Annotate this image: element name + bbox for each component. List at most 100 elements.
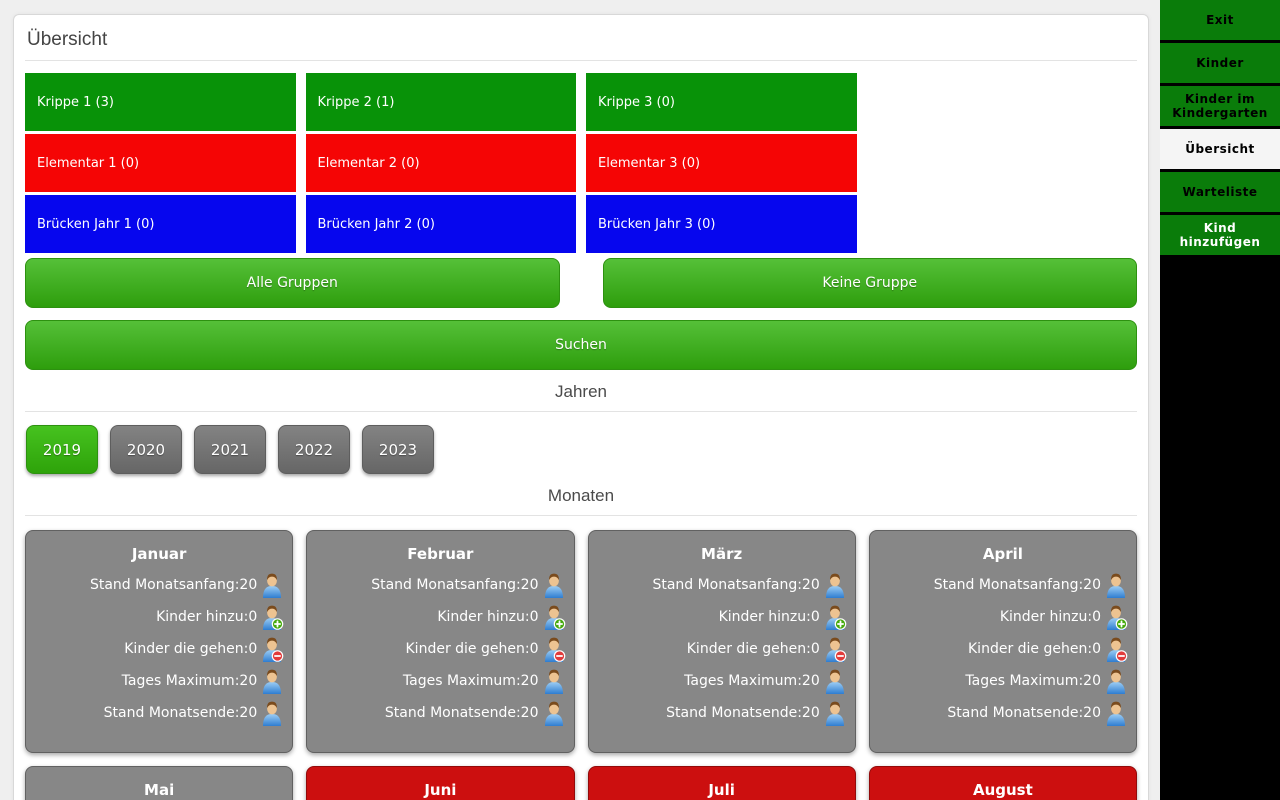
stat-row-kinder-hinzu: Kinder hinzu: 0 xyxy=(26,601,292,633)
sidebar-item-kinder[interactable]: Kinder xyxy=(1160,43,1280,83)
years-heading: Jahren xyxy=(555,382,607,401)
stat-row-kinder-hinzu: Kinder hinzu: 0 xyxy=(870,601,1136,633)
years-divider xyxy=(25,411,1137,412)
stat-value: 20 xyxy=(1083,673,1101,689)
stat-row-kinder-die-gehen: Kinder die gehen: 0 xyxy=(26,633,292,665)
month-title: Mai xyxy=(144,781,175,799)
stat-value: 20 xyxy=(801,673,820,689)
stat-row-stand-monatsende: Stand Monatsende: 20 xyxy=(870,697,1136,729)
stat-row-tages-maximum: Tages Maximum: 20 xyxy=(870,665,1136,697)
stat-label: Tages Maximum: xyxy=(402,673,521,689)
months-divider xyxy=(25,515,1137,516)
stat-label: Stand Monatsanfang: xyxy=(933,577,1084,593)
stat-row-stand-monatsanfang: Stand Monatsanfang: 20 xyxy=(307,569,573,601)
stat-label: Kinder hinzu: xyxy=(156,609,249,625)
stat-value: 0 xyxy=(810,641,820,657)
title-divider xyxy=(25,60,1137,61)
group-button-elementar-3-0[interactable]: Elementar 3 (0) xyxy=(586,134,857,192)
month-card-august[interactable]: August xyxy=(868,766,1137,800)
person-icon xyxy=(260,572,284,598)
month-card-marz[interactable]: März Stand Monatsanfang: 20 Kinder hinzu: 0 K… xyxy=(587,530,856,753)
month-title: Februar xyxy=(407,545,474,563)
month-title: Januar xyxy=(131,545,187,563)
months-heading: Monaten xyxy=(547,486,615,505)
stat-row-kinder-hinzu: Kinder hinzu: 0 xyxy=(307,601,573,633)
person-icon xyxy=(260,700,284,726)
month-title: August xyxy=(972,781,1033,799)
stat-row-stand-monatsanfang: Stand Monatsanfang: 20 xyxy=(26,569,292,601)
stat-label: Stand Monatsende: xyxy=(666,705,802,721)
stat-value: 0 xyxy=(529,641,539,657)
group-button-elementar-1-0[interactable]: Elementar 1 (0) xyxy=(25,134,296,192)
person-icon xyxy=(1104,668,1128,694)
stat-label: Stand Monatsanfang: xyxy=(89,577,240,593)
person-icon xyxy=(823,700,847,726)
stat-row-kinder-die-gehen: Kinder die gehen: 0 xyxy=(589,633,855,665)
person-icon xyxy=(542,572,566,598)
sidebar-item-kind-hinzufugen[interactable]: Kind hinzufügen xyxy=(1160,215,1280,255)
month-card-juni[interactable]: Juni xyxy=(306,766,575,800)
stat-row-kinder-die-gehen: Kinder die gehen: 0 xyxy=(307,633,573,665)
stat-value: 0 xyxy=(248,609,258,625)
month-card-februar[interactable]: Februar Stand Monatsanfang: 20 Kinder hinzu… xyxy=(306,530,575,753)
grid-spacer xyxy=(867,134,1138,192)
stat-label: Tages Maximum: xyxy=(684,673,802,689)
grid-spacer xyxy=(867,195,1138,253)
stat-label: Stand Monatsanfang: xyxy=(371,577,521,593)
stat-label: Stand Monatsende: xyxy=(947,705,1084,721)
group-button-brucken-jahr-3-0[interactable]: Brücken Jahr 3 (0) xyxy=(586,195,857,253)
sidebar-item-ubersicht[interactable]: Übersicht xyxy=(1160,129,1280,169)
person-add-icon xyxy=(260,604,284,630)
person-icon xyxy=(260,668,284,694)
stat-value: 20 xyxy=(1083,577,1101,593)
stat-row-stand-monatsanfang: Stand Monatsanfang: 20 xyxy=(589,569,855,601)
page-title: Übersicht xyxy=(27,29,108,50)
stat-label: Kinder die gehen: xyxy=(686,641,811,657)
person-add-icon xyxy=(823,604,847,630)
sidebar-item-exit[interactable]: Exit xyxy=(1160,0,1280,40)
month-card-juli[interactable]: Juli xyxy=(587,766,856,800)
stat-label: Kinder die gehen: xyxy=(124,641,249,657)
stat-label: Stand Monatsende: xyxy=(384,705,521,721)
stat-value: 0 xyxy=(529,609,539,625)
search-button[interactable]: Suchen xyxy=(25,320,1137,370)
grid-spacer xyxy=(867,73,1138,131)
group-button-krippe-3-0[interactable]: Krippe 3 (0) xyxy=(586,73,857,131)
month-card-januar[interactable]: Januar Stand Monatsanfang: 20 Kinder hinzu:… xyxy=(25,530,294,753)
group-button-krippe-2-1[interactable]: Krippe 2 (1) xyxy=(305,73,576,131)
month-card-mai[interactable]: Mai xyxy=(25,766,294,800)
group-button-elementar-2-0[interactable]: Elementar 2 (0) xyxy=(305,134,576,192)
group-button-krippe-1-3[interactable]: Krippe 1 (3) xyxy=(25,73,296,131)
year-button-2022[interactable]: 2022 xyxy=(278,425,350,474)
person-icon xyxy=(542,668,566,694)
stat-row-stand-monatsende: Stand Monatsende: 20 xyxy=(307,697,573,729)
group-button-brucken-jahr-2-0[interactable]: Brücken Jahr 2 (0) xyxy=(305,195,576,253)
year-button-2023[interactable]: 2023 xyxy=(362,425,434,474)
stat-row-stand-monatsende: Stand Monatsende: 20 xyxy=(26,697,292,729)
month-title: März xyxy=(701,545,743,563)
stat-row-stand-monatsende: Stand Monatsende: 20 xyxy=(589,697,855,729)
month-card-april[interactable]: April Stand Monatsanfang: 20 Kinder hinzu: 0… xyxy=(868,530,1137,753)
stat-value: 20 xyxy=(239,705,258,721)
stat-value: 0 xyxy=(810,609,820,625)
person-remove-icon xyxy=(260,636,284,662)
year-button-2020[interactable]: 2020 xyxy=(110,425,182,474)
no-group-button[interactable]: Keine Gruppe xyxy=(602,258,1137,308)
all-groups-button[interactable]: Alle Gruppen xyxy=(25,258,560,308)
sidebar-item-kinder-im-kindergarten[interactable]: Kinder im Kindergarten xyxy=(1160,86,1280,126)
year-button-2021[interactable]: 2021 xyxy=(194,425,266,474)
group-button-brucken-jahr-1-0[interactable]: Brücken Jahr 1 (0) xyxy=(25,195,296,253)
stat-label: Kinder hinzu: xyxy=(718,609,811,625)
stat-label: Tages Maximum: xyxy=(965,673,1084,689)
sidebar-item-warteliste[interactable]: Warteliste xyxy=(1160,172,1280,212)
year-button-2019[interactable]: 2019 xyxy=(26,425,98,474)
stat-label: Kinder die gehen: xyxy=(968,641,1093,657)
stat-label: Stand Monatsende: xyxy=(103,705,240,721)
stat-label: Kinder hinzu: xyxy=(999,609,1093,625)
stat-label: Kinder die gehen: xyxy=(405,641,530,657)
stat-label: Kinder hinzu: xyxy=(437,609,530,625)
person-remove-icon xyxy=(1104,636,1128,662)
stat-label: Tages Maximum: xyxy=(121,673,240,689)
person-icon xyxy=(542,700,566,726)
stat-row-tages-maximum: Tages Maximum: 20 xyxy=(26,665,292,697)
